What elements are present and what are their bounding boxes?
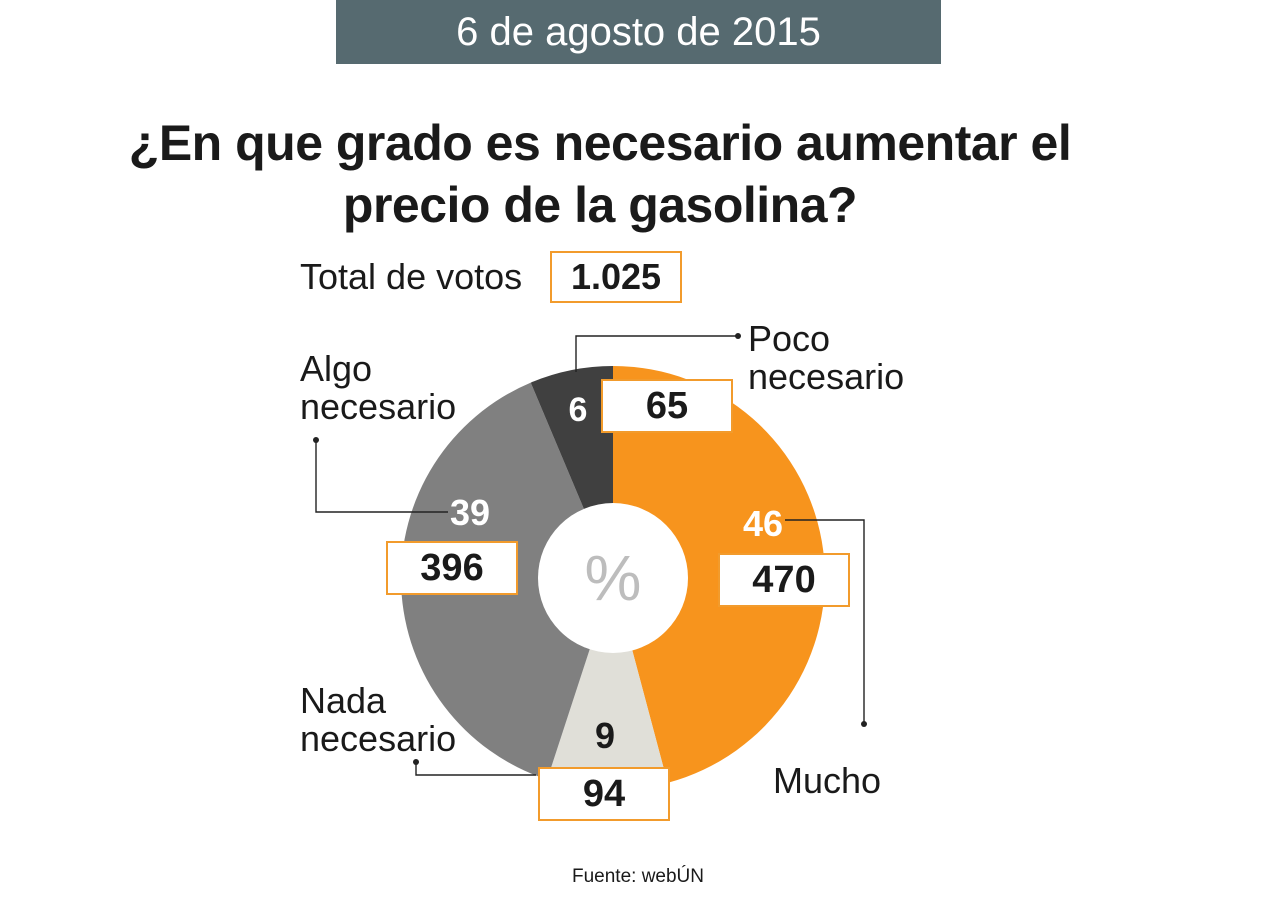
slice-nada-necesario <box>547 578 668 790</box>
percent-label-nada: 9 <box>595 715 615 756</box>
leader-line-poco <box>575 335 738 372</box>
total-votes-value: 1.025 <box>550 251 682 303</box>
center-hole <box>538 503 688 653</box>
count-box-mucho: 470 <box>718 553 850 607</box>
count-box-poco: 65 <box>601 379 733 433</box>
leader-line-algo <box>315 440 448 513</box>
date-text: 6 de agosto de 2015 <box>456 10 821 54</box>
percent-label-poco: 6 <box>569 391 588 429</box>
count-box-algo: 396 <box>386 541 518 595</box>
category-label-poco: Poco necesario <box>748 318 905 397</box>
percent-label-mucho: 46 <box>743 503 783 544</box>
leader-line-mucho <box>785 519 865 724</box>
center-percent-symbol: % <box>585 542 642 614</box>
category-label-algo: Algo necesario <box>300 348 457 427</box>
category-label-nada: Nada necesario <box>300 680 457 759</box>
total-votes-label: Total de votos <box>300 256 523 297</box>
leader-dot-mucho <box>861 721 867 727</box>
leader-line-nada <box>415 762 536 776</box>
leader-dot-nada <box>413 759 419 765</box>
leader-dot-algo <box>313 437 319 443</box>
source-note: Fuente: webÚN <box>571 866 704 887</box>
percent-label-algo: 39 <box>450 492 490 533</box>
leader-dot-poco <box>735 333 741 339</box>
category-label-mucho: Mucho <box>773 760 882 801</box>
count-box-nada: 94 <box>538 767 670 821</box>
chart-title: ¿En que grado es necesario aumentar el p… <box>128 115 1072 233</box>
date-banner: 6 de agosto de 2015 <box>336 0 941 64</box>
